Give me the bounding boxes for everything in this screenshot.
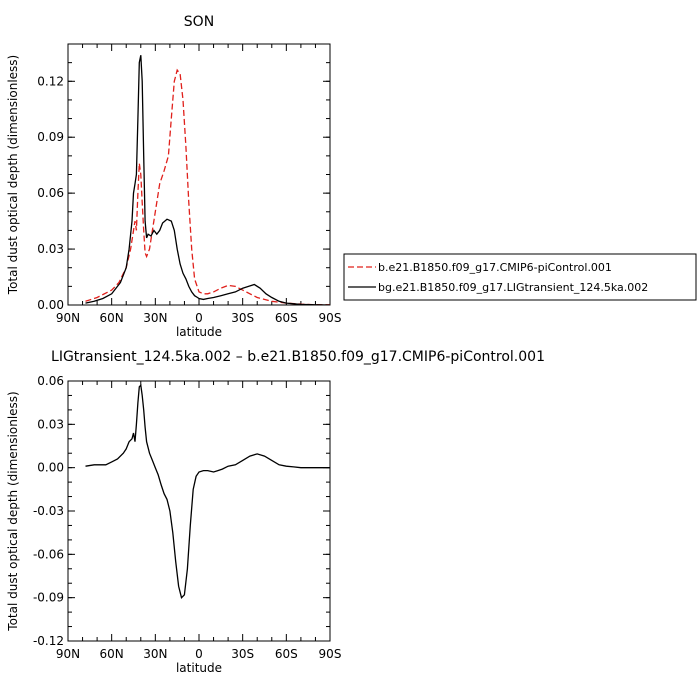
y-tick-label: -0.12 [33, 634, 64, 648]
y-tick-label: 0.12 [37, 74, 64, 88]
y-tick-label: -0.06 [33, 547, 64, 561]
chart-title: LIGtransient_124.5ka.002 – b.e21.B1850.f… [51, 349, 545, 365]
y-tick-label: 0.00 [37, 461, 64, 475]
y-tick-label: 0.00 [37, 298, 64, 312]
x-tick-label: 60S [275, 647, 298, 661]
plot-frame [67, 43, 331, 306]
chart-title: SON [184, 14, 214, 30]
legend-label-0: b.e21.B1850.f09_g17.CMIP6-piControl.001 [378, 261, 612, 274]
y-axis-label: Total dust optical depth (dimensionless) [6, 391, 20, 631]
x-tick-label: 0 [195, 647, 203, 661]
series-line-0 [85, 68, 330, 305]
x-tick-label: 60S [275, 311, 298, 325]
x-axis-label: latitude [176, 325, 222, 339]
legend: b.e21.B1850.f09_g17.CMIP6-piControl.001b… [343, 253, 697, 301]
y-axis-label: Total dust optical depth (dimensionless) [6, 55, 20, 295]
series-line-1 [85, 55, 330, 305]
x-tick-label: 30N [143, 647, 167, 661]
y-tick-label: 0.06 [37, 186, 64, 200]
bottom-panel: 90N 60N 30N 0 30S 60S 90S -0.12 -0.09 -0.06 -0.03 0… [6, 349, 545, 675]
x-axis-label: latitude [176, 661, 222, 675]
x-tick-label: 90N [56, 647, 80, 661]
x-tick-label: 30N [143, 311, 167, 325]
x-tick-label: 90N [56, 311, 80, 325]
y-tick-label: 0.09 [37, 130, 64, 144]
x-tick-label: 60N [100, 311, 124, 325]
series-line-0 [85, 383, 330, 599]
y-tick-label: 0.03 [37, 417, 64, 431]
x-tick-label: 30S [231, 311, 254, 325]
x-tick-label: 30S [231, 647, 254, 661]
y-tick-label: 0.03 [37, 242, 64, 256]
x-tick-label: 0 [195, 311, 203, 325]
legend-label-1: bg.e21.B1850.f09_g17.LIGtransient_124.5k… [378, 281, 648, 294]
x-tick-label: 90S [319, 311, 342, 325]
y-tick-label: -0.03 [33, 504, 64, 518]
plot-frame [67, 380, 331, 642]
x-tick-label: 60N [100, 647, 124, 661]
y-tick-label: -0.09 [33, 591, 64, 605]
x-tick-label: 90S [319, 647, 342, 661]
top-panel: 90N 60N 30N 0 30S 60S 90S 0.00 0.03 0.06 0.09 0.12 S… [6, 14, 697, 339]
y-tick-label: 0.06 [37, 374, 64, 388]
legend-box [343, 253, 697, 301]
